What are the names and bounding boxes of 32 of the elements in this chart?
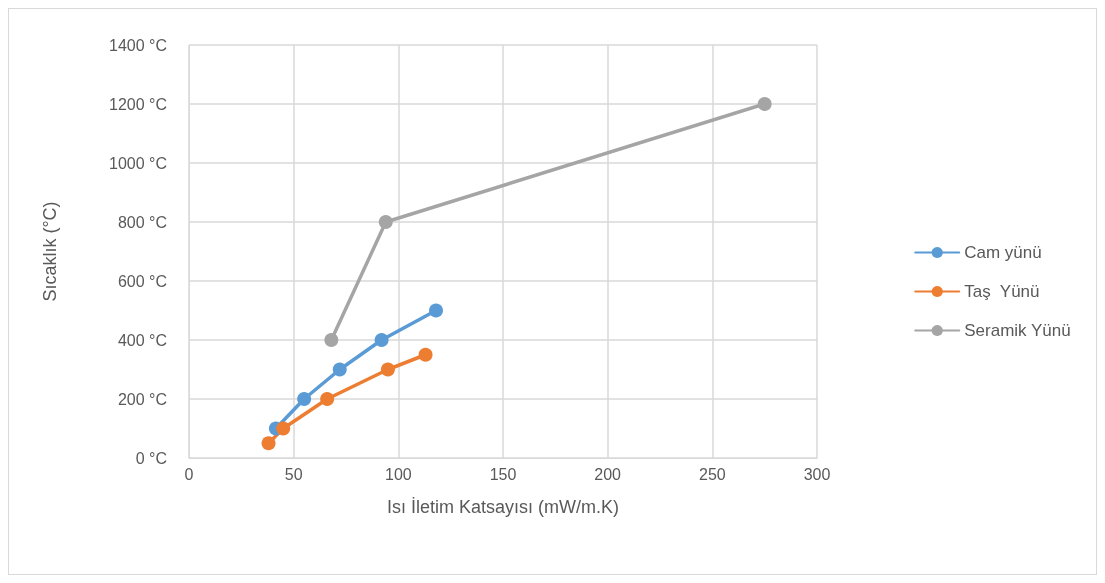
x-axis-title: Isı İletim Katsayısı (mW/m.K) [386,497,620,517]
x-tick-label: 250 [698,465,726,483]
y-tick-label: 1400 °C [109,36,167,54]
point [324,333,339,347]
y-axis-title: Sıcaklık (°C) [40,201,60,302]
x-tick-label: 50 [284,465,303,483]
point [380,362,395,377]
point [429,303,444,318]
y-tick-label: 1000 °C [109,154,167,172]
y-tick-label: 1200 °C [109,95,167,113]
point [320,392,335,406]
point [757,97,772,111]
y-tick-label: 200 °C [117,390,167,408]
point [276,421,291,436]
point [261,436,276,451]
point [418,347,433,362]
point [378,215,393,229]
x-tick-label: 150 [489,465,517,483]
legend-label: Seramik Yünü [964,321,1071,340]
point [374,333,389,347]
y-tick-label: 400 °C [117,331,167,349]
x-tick-label: 200 [594,465,622,483]
legend-label: Taş Yünü [964,282,1040,301]
point [332,362,347,377]
x-tick-label: 300 [803,465,831,483]
x-tick-label: 0 [184,465,194,483]
y-tick-label: 600 °C [117,272,167,290]
y-tick-label: 800 °C [117,213,167,231]
legend-label: Cam yünü [964,243,1042,262]
x-tick-label: 100 [384,465,412,483]
y-tick-label: 0 °C [135,449,167,467]
point [297,392,312,406]
